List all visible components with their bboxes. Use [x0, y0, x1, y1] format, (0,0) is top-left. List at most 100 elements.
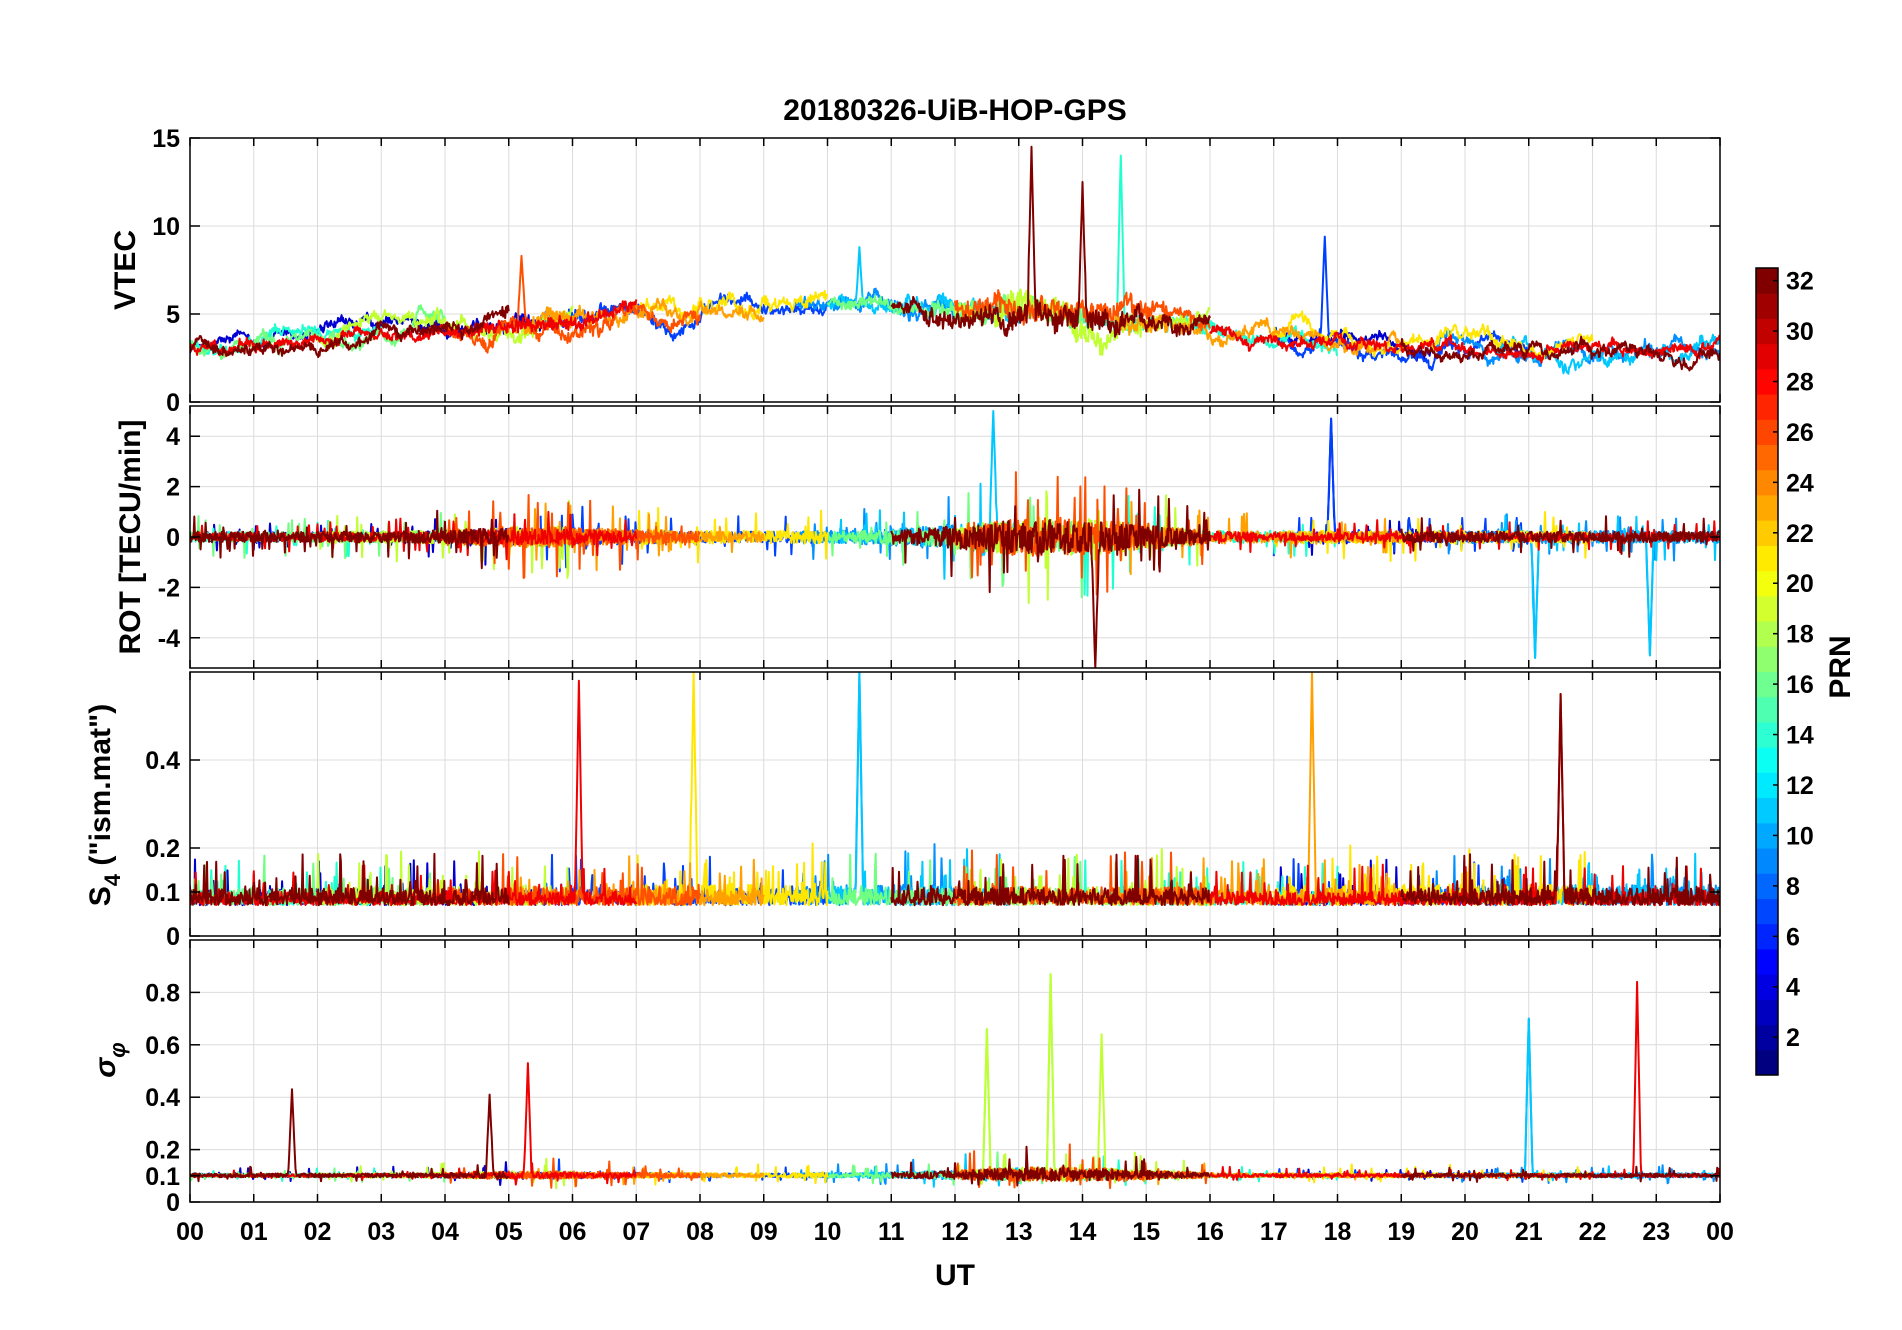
vtec-axes-frame — [189, 137, 1721, 403]
colorbar-band-prn-5 — [1756, 948, 1778, 975]
colorbar-tick-label: 24 — [1786, 469, 1814, 497]
colorbar-band-prn-3 — [1756, 999, 1778, 1026]
rot-y-tick-label: -2 — [158, 574, 180, 602]
colorbar-tick-label: 10 — [1786, 822, 1814, 850]
sigma_phi-y-tick-label: 0.4 — [145, 1084, 180, 1112]
colorbar-band-prn-11 — [1756, 797, 1778, 824]
colorbar-band-prn-9 — [1756, 848, 1778, 874]
colorbar-band-prn-12 — [1756, 772, 1778, 799]
colorbar-tick-label: 20 — [1786, 570, 1814, 598]
colorbar-band-prn-20 — [1756, 570, 1778, 597]
colorbar-band-prn-6 — [1756, 923, 1778, 950]
panel-vtec: 0 5 10 15 VTEC — [109, 125, 1721, 417]
s4-label-source: ("ism.mat") — [84, 704, 117, 874]
sigma_phi-y-tick-label: 0 — [166, 1189, 180, 1217]
series-trace-prn-32 — [190, 1088, 510, 1183]
colorbar-tick-label: 16 — [1786, 671, 1814, 699]
series-trace-prn-32 — [190, 304, 510, 359]
series-trace-prn-11 — [1496, 333, 1720, 375]
series-trace-prn-32 — [190, 852, 510, 907]
colorbar-band-prn-31 — [1756, 293, 1778, 319]
x-tick-label: 15 — [1132, 1218, 1160, 1246]
series-trace-prn-32 — [1400, 335, 1720, 372]
series-trace-prn-32 — [890, 1145, 1211, 1187]
rot-y-tick-label: 2 — [166, 474, 180, 502]
s4-y-tick-label: 0.4 — [145, 747, 180, 775]
series-trace-prn-32 — [1400, 693, 1720, 907]
sigma_phi-axes-frame — [189, 939, 1721, 1203]
colorbar-band-prn-27 — [1756, 394, 1778, 420]
chart-title: 20180326-UiB-HOP-GPS — [783, 94, 1126, 127]
x-axis-label: UT — [935, 1259, 975, 1292]
colorbar-tick-label: 8 — [1786, 873, 1800, 901]
colorbar-tick-label: 14 — [1786, 722, 1814, 750]
colorbar-band-prn-16 — [1756, 671, 1778, 698]
colorbar-band-prn-10 — [1756, 822, 1778, 849]
colorbar-tick-label: 32 — [1786, 268, 1814, 296]
colorbar-band-prn-32 — [1756, 268, 1778, 294]
series-trace-prn-32 — [1400, 515, 1720, 558]
colorbar-band-prn-15 — [1756, 696, 1778, 723]
x-tick-label: 09 — [750, 1218, 778, 1246]
colorbar-band-prn-23 — [1756, 494, 1778, 521]
colorbar-band-prn-2 — [1756, 1024, 1778, 1051]
series-trace-prn-11 — [1495, 1017, 1720, 1182]
colorbar-band-prn-30 — [1756, 318, 1778, 345]
sigma_phi-y-tick-label: 0.1 — [145, 1163, 180, 1191]
colorbar-tick-label: 28 — [1786, 368, 1814, 396]
x-tick-label: 17 — [1260, 1218, 1288, 1246]
x-tick-label: 06 — [559, 1218, 587, 1246]
x-tick-label: 20 — [1451, 1218, 1479, 1246]
colorbar-tick-label: 4 — [1786, 974, 1800, 1002]
colorbar-band-prn-28 — [1756, 368, 1778, 395]
colorbar-band-prn-19 — [1756, 595, 1778, 622]
x-axis: 00 01 02 03 04 05 06 07 08 09 10 11 12 13 14 15 16 17 18 19… — [176, 1218, 1734, 1246]
colorbar-band-prn-25 — [1756, 444, 1778, 471]
x-tick-label: 18 — [1324, 1218, 1352, 1246]
series-trace-prn-20 — [635, 289, 829, 321]
x-tick-label: 10 — [814, 1218, 842, 1246]
rot-y-tick-label: 0 — [166, 524, 180, 552]
rot-y-tick-label: 4 — [166, 423, 180, 451]
colorbar-tick-label: 30 — [1786, 318, 1814, 346]
colorbar-band-prn-17 — [1756, 646, 1778, 672]
x-tick-label: 22 — [1579, 1218, 1607, 1246]
colorbar-tick-label: 22 — [1786, 520, 1814, 548]
sigma_phi-y-tick-label: 0.8 — [145, 979, 180, 1007]
x-tick-label: 05 — [495, 1218, 523, 1246]
colorbar-band-prn-13 — [1756, 747, 1778, 773]
series-trace-prn-32 — [890, 145, 1211, 338]
series-trace-prn-32 — [1400, 1165, 1720, 1183]
sigma-symbol: σ — [89, 1057, 122, 1078]
colorbar-band-prn-14 — [1756, 721, 1778, 748]
series-trace-prn-32 — [890, 488, 1211, 668]
x-tick-label: 13 — [1005, 1218, 1033, 1246]
x-tick-label: 01 — [240, 1218, 268, 1246]
sigma-phi-y-axis-label: σφ — [89, 1042, 130, 1077]
colorbar-band-prn-18 — [1756, 621, 1778, 647]
x-tick-label: 07 — [622, 1218, 650, 1246]
x-tick-label: 00 — [176, 1218, 204, 1246]
x-tick-label: 02 — [304, 1218, 332, 1246]
s4-y-tick-label: 0 — [166, 923, 180, 951]
series-trace-prn-5 — [539, 1158, 828, 1184]
colorbar-band-prn-24 — [1756, 469, 1778, 496]
panel-rot: -4 -2 0 2 4 ROT [TECU/min] — [114, 405, 1721, 669]
series-trace-prn-29 — [190, 299, 638, 357]
sigma_phi-y-tick-label: 0.2 — [145, 1137, 180, 1165]
series-trace-prn-32 — [890, 853, 1211, 907]
colorbar-band-prn-8 — [1756, 873, 1778, 899]
s4-label-symbol: S — [84, 886, 117, 906]
series-trace-prn-26 — [444, 254, 701, 354]
x-tick-label: 21 — [1515, 1218, 1543, 1246]
x-tick-label: 00 — [1706, 1218, 1734, 1246]
series-trace-prn-9 — [1432, 1017, 1720, 1185]
colorbar-band-prn-29 — [1756, 343, 1778, 370]
colorbar-tick-label: 26 — [1786, 419, 1814, 447]
series-trace-prn-32 — [190, 509, 509, 570]
s4-y-tick-label: 0.2 — [145, 835, 180, 863]
vtec-y-axis-label: VTEC — [109, 230, 142, 310]
rot-y-tick-label: -4 — [158, 625, 180, 653]
colorbar-band-prn-22 — [1756, 520, 1778, 546]
